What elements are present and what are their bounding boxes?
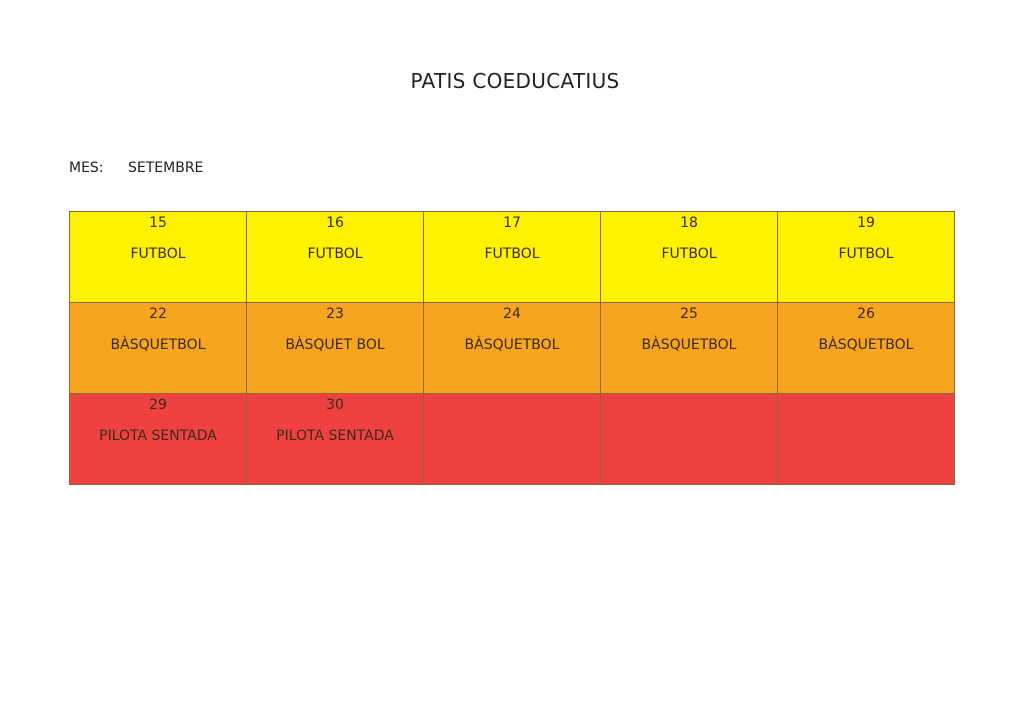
table-row: 22 BÀSQUETBOL 23 BÀSQUET BOL 24 BÀSQUETBOL 25 B… [69,302,955,394]
day-cell: 15 FUTBOL [69,211,247,303]
day-cell: 26 BÀSQUETBOL [777,302,955,394]
page-title: PATIS COEDUCATIUS [410,69,620,93]
day-number: 26 [857,306,875,322]
activity-label: PILOTA SENTADA [276,428,394,444]
day-cell [423,393,601,485]
day-cell: 24 BÀSQUETBOL [423,302,601,394]
day-number: 15 [149,215,167,231]
schedule-table: 15 FUTBOL 16 FUTBOL 17 FUTBOL 18 FUTBOL 19 FUTBOL… [69,211,955,485]
month-value: SETEMBRE [128,160,204,176]
day-number: 29 [149,397,167,413]
day-number: 16 [326,215,344,231]
day-number: 22 [149,306,167,322]
day-number: 19 [857,215,875,231]
day-cell [777,393,955,485]
activity-label: FUTBOL [838,246,894,262]
day-cell: 16 FUTBOL [246,211,424,303]
activity-label: FUTBOL [307,246,363,262]
activity-label: PILOTA SENTADA [99,428,217,444]
day-number: 24 [503,306,521,322]
activity-label: BÀSQUETBOL [818,337,914,353]
month-label: MES: [69,160,104,176]
day-number: 25 [680,306,698,322]
activity-label: BÀSQUETBOL [110,337,206,353]
activity-label: FUTBOL [130,246,186,262]
day-number: 18 [680,215,698,231]
day-cell: 17 FUTBOL [423,211,601,303]
activity-label: FUTBOL [484,246,540,262]
day-number: 23 [326,306,344,322]
day-cell: 30 PILOTA SENTADA [246,393,424,485]
day-cell: 19 FUTBOL [777,211,955,303]
day-cell: 29 PILOTA SENTADA [69,393,247,485]
day-number: 17 [503,215,521,231]
activity-label: BÀSQUETBOL [641,337,737,353]
day-number: 30 [326,397,344,413]
day-cell: 23 BÀSQUET BOL [246,302,424,394]
table-row: 15 FUTBOL 16 FUTBOL 17 FUTBOL 18 FUTBOL 19 FUTBOL [69,211,955,303]
table-row: 29 PILOTA SENTADA 30 PILOTA SENTADA [69,393,955,485]
day-cell: 18 FUTBOL [600,211,778,303]
day-cell: 25 BÀSQUETBOL [600,302,778,394]
activity-label: FUTBOL [661,246,717,262]
day-cell: 22 BÀSQUETBOL [69,302,247,394]
activity-label: BÀSQUET BOL [285,337,385,353]
day-cell [600,393,778,485]
activity-label: BÀSQUETBOL [464,337,560,353]
